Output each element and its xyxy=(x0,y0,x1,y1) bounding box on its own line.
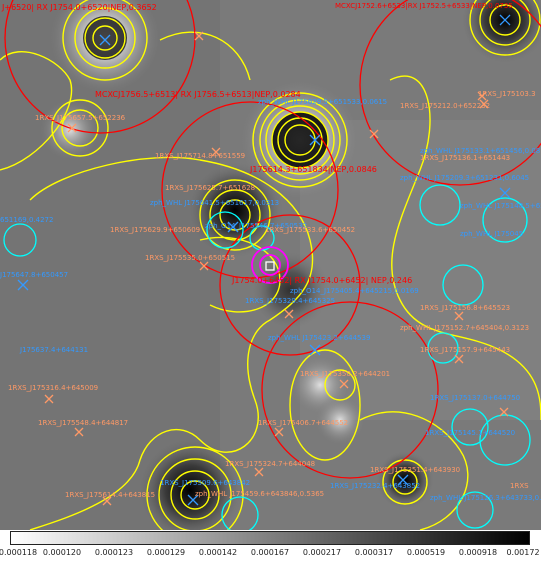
label-rxs-mid3: 1RXS_J175406.7+644552 xyxy=(258,419,348,427)
label-rxs-1755-top: 1RXS_J175714.8+651559 xyxy=(155,152,245,160)
label-rxs-bot1: 1RXS_J175324.7+644048 xyxy=(225,460,315,468)
source-markers xyxy=(17,14,511,506)
label-zph-1753: zph_WHL J175423.2+644539 xyxy=(268,334,370,342)
label-rxs-bot8: 1RXS xyxy=(510,482,529,490)
label-zph-right4: zph_WHL J175148.5+650913,0.4 xyxy=(460,202,541,210)
label-rxs-bot6: 1RXS_J175232.4+643852 xyxy=(330,482,420,490)
label-rxs-1752-b: 1RXS_J175157.9+645443 xyxy=(420,346,510,354)
label-rxs-right7: 1RXS_J175137.0+644750 xyxy=(430,394,520,402)
colorbar-tick-label: 0.00172 xyxy=(506,548,540,557)
label-rxs-1755-e: 1RXS_J175548.4+644817 xyxy=(38,419,128,427)
label-nep-246: J1754.0+6452| RX J1754.0+6452| NEP,0.246 xyxy=(231,276,412,285)
magenta-region xyxy=(251,246,289,284)
label-rxs-mid2: 1RXS_J175350.2+644201 xyxy=(300,370,390,378)
sky-image: J+6520| RX J1754.0+6520|NEP,0.3652 MCXCJ… xyxy=(0,0,541,530)
label-left-blue2: J175637.4+644131 xyxy=(19,346,88,354)
label-rxs-1756-left: 1RXS_J175629.9+650609 xyxy=(110,226,200,234)
colorbar-tick-label: 0.000129 xyxy=(146,548,186,557)
label-rxs-bot2: 1RXS_J175351.4+643930 xyxy=(370,466,460,474)
label-rxs-right8: 1RXS_J175145.1+644520 xyxy=(425,429,515,437)
label-rxs-orange-left: 1RXS_J175657.5+652236 xyxy=(35,114,126,122)
label-nep-0846: J175614.3+651834|NEP,0.0846 xyxy=(249,165,377,174)
colorbar-ticks: 0.000118 0.000120 0.000123 0.000129 0.000142… xyxy=(0,548,541,568)
label-zph-bot5: zph_WHL J175459.6+643846,0.5365 xyxy=(195,490,324,498)
label-rxs-1751: 1RXS_J175103.3 xyxy=(478,90,536,98)
label-rxs-1753-c: 1RXS_J175329.4+645325 xyxy=(245,297,335,305)
label-top-right-red: MCXCJ1752.6+6533|RX J1752.5+6533|NEP,0.0… xyxy=(335,2,513,10)
label-zph-right6: zph_WHL J175152.7+645404,0.3123 xyxy=(400,324,529,332)
colorbar-tick-label: 0.000519 xyxy=(406,548,446,557)
label-rxs-1755-low: 1RXS_J175535.0+650515 xyxy=(145,254,235,262)
label-zph-right5: zph_WHL J175045 xyxy=(460,230,523,238)
colorbar-tick-label: 0.000317 xyxy=(354,548,394,557)
label-rxs-1755-mid: 1RXS_J175625.7+651628 xyxy=(165,184,255,192)
label-top-left-red: J+6520| RX J1754.0+6520|NEP,0.3652 xyxy=(1,3,157,12)
label-zph-1755c: zph_O14_J175546.7+650532 xyxy=(205,222,307,230)
label-rxs-1752-right: 1RXS_J175156.8+645523 xyxy=(420,304,510,312)
cyan-regions xyxy=(3,184,531,530)
label-zph-1756b: zph_WHL J175641.5+651617,0.0313 xyxy=(150,199,279,207)
label-left-cyan: 651169,0.4272 xyxy=(0,216,53,224)
label-left-blue1: J175647.8+650457 xyxy=(0,271,68,279)
label-rxs-bot3: 1RXS_J175614.4+643815 xyxy=(65,491,155,499)
label-zph-o14: zph_O14_J175405.4+645215,0.0169 xyxy=(290,287,419,295)
label-rxs-right2: 1RXS_J175136.1+651443 xyxy=(420,154,510,162)
colorbar-tick-label: 0.000217 xyxy=(302,548,342,557)
label-rxs-bot4: 1RXS_J175509.6+643842 xyxy=(160,479,250,487)
label-zph-bot7: zph_WHL J175126.3+643733,0.3 xyxy=(430,494,541,502)
label-zph-1756a: zph_WHL J175629.5+651533,0.0615 xyxy=(258,98,387,106)
label-rxs-1755-low2: 1RXS_J175533.6+650452 xyxy=(265,226,355,234)
colorbar-tick-label: 0.000120 xyxy=(42,548,82,557)
red-regions xyxy=(4,0,541,479)
label-mcxc-1756: MCXCJ1756.5+6513| RX J1756.5+6513|NEP,0.… xyxy=(95,90,301,99)
label-rxs-right-top: 1RXS_J175212.0+652232 xyxy=(400,102,490,110)
colorbar xyxy=(10,531,530,545)
label-zph-right3: zph_WHL J175209.3+651231,0.6045 xyxy=(400,174,529,182)
contour-lines xyxy=(0,0,541,530)
colorbar-tick-label: 0.000142 xyxy=(198,548,238,557)
label-left-orange2: 1RXS_J175316.4+645009 xyxy=(8,384,98,392)
colorbar-tick-label: 0.000918 xyxy=(458,548,498,557)
colorbar-tick-label: 0.000123 xyxy=(94,548,134,557)
colorbar-tick-label: 0.000167 xyxy=(250,548,290,557)
label-zph-right1: zph_WHL J175133.1+651456,0.0871 xyxy=(420,147,541,155)
colorbar-tick-label: 0.000118 xyxy=(0,548,38,557)
